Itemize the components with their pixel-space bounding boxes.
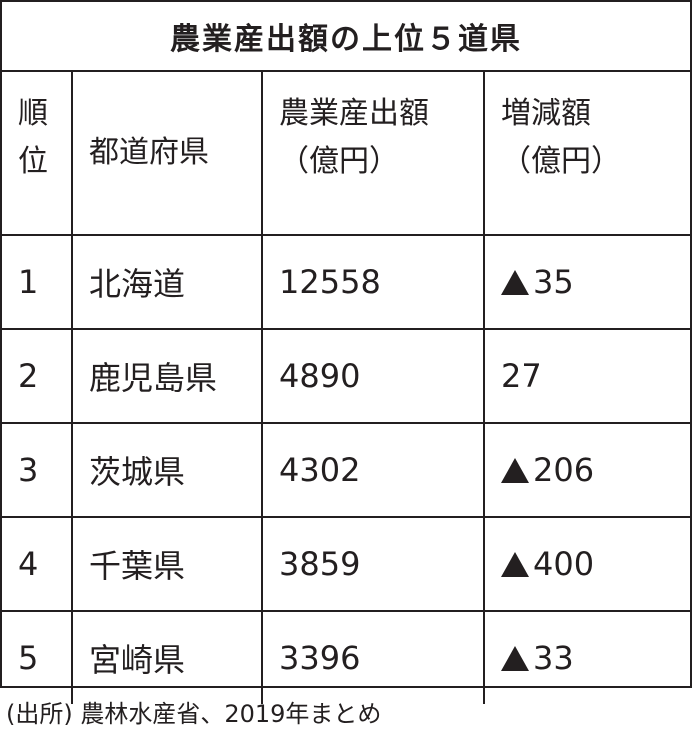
amount-cell: 4890 [261,328,485,424]
change-value: 35 [533,263,574,301]
header-change: 増減額 （億円） [483,70,690,236]
table-row: 2 鹿児島県 4890 27 [2,328,690,424]
prefecture-cell: 茨城県 [71,422,263,518]
change-cell: 400 [483,516,690,612]
rank-cell: 1 [2,234,73,330]
prefecture-cell: 宮崎県 [71,610,263,704]
decrease-triangle-icon [501,270,529,295]
amount-cell: 4302 [261,422,485,518]
change-cell: 206 [483,422,690,518]
amount-cell: 3396 [261,610,485,704]
decrease-triangle-icon [501,458,529,483]
title-row: 農業産出額の上位５道県 [2,2,690,72]
header-rank: 順 位 [2,70,73,236]
change-value: 27 [501,357,542,395]
header-prefecture: 都道府県 [71,70,263,236]
ranking-table-frame: 農業産出額の上位５道県 順 位 都道府県 農業産出額 （億円） 増減額 （億円）… [0,0,692,704]
header-amount-unit: （億円） [279,144,399,179]
header-change-label: 増減額 [501,96,591,131]
prefecture-cell: 北海道 [71,234,263,330]
change-cell: 33 [483,610,690,704]
header-row: 順 位 都道府県 農業産出額 （億円） 増減額 （億円） [2,70,690,236]
rank-cell: 4 [2,516,73,612]
change-cell: 27 [483,328,690,424]
header-amount-label: 農業産出額 [279,96,429,131]
header-rank-line-2: 位 [18,144,48,179]
ranking-table: 農業産出額の上位５道県 順 位 都道府県 農業産出額 （億円） 増減額 （億円）… [2,2,690,704]
table-row: 3 茨城県 4302 206 [2,422,690,518]
header-rank-line-1: 順 [18,96,48,131]
change-cell: 35 [483,234,690,330]
decrease-triangle-icon [501,646,529,671]
rank-cell: 3 [2,422,73,518]
amount-cell: 12558 [261,234,485,330]
decrease-triangle-icon [501,552,529,577]
rank-cell: 2 [2,328,73,424]
source-note: (出所) 農林水産省、2019年まとめ [6,700,382,728]
table-row: 4 千葉県 3859 400 [2,516,690,612]
table-title: 農業産出額の上位５道県 [2,2,690,72]
change-value: 33 [533,639,574,677]
change-value: 400 [533,545,595,583]
amount-cell: 3859 [261,516,485,612]
rank-cell: 5 [2,610,73,704]
prefecture-cell: 鹿児島県 [71,328,263,424]
table-row: 5 宮崎県 3396 33 [2,610,690,704]
prefecture-cell: 千葉県 [71,516,263,612]
header-change-unit: （億円） [501,144,621,179]
header-amount: 農業産出額 （億円） [261,70,485,236]
change-value: 206 [533,451,595,489]
table-row: 1 北海道 12558 35 [2,234,690,330]
